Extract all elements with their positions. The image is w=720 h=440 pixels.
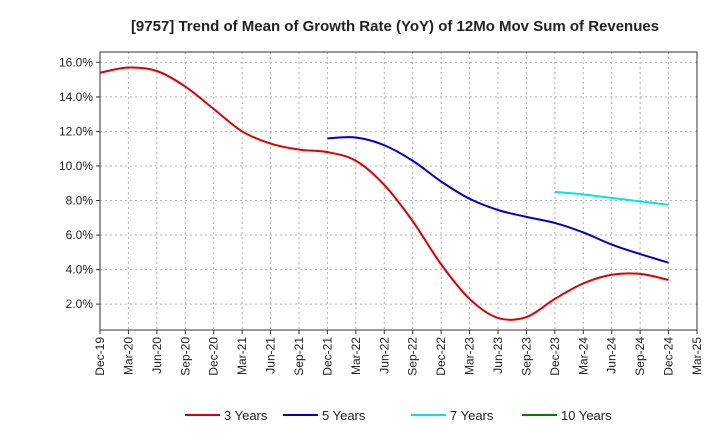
x-tick-label: Jun-20 bbox=[150, 337, 164, 374]
chart-title: [9757] Trend of Mean of Growth Rate (YoY… bbox=[131, 18, 659, 35]
series-lines bbox=[99, 66, 669, 321]
y-axis-ticks: 2.0% 4.0% 6.0% 8.0% 10.0% 12.0% 14.0% 16.0% bbox=[59, 55, 100, 311]
gridlines bbox=[100, 52, 697, 330]
x-tick-label: Jun-24 bbox=[605, 337, 619, 374]
y-tick-label: 4.0% bbox=[66, 263, 94, 277]
x-tick-label: Mar-22 bbox=[349, 337, 363, 375]
x-tick-label: Mar-21 bbox=[235, 337, 249, 375]
legend-label: 3 Years bbox=[224, 408, 268, 423]
y-tick-label: 6.0% bbox=[66, 228, 94, 242]
x-tick-label: Dec-23 bbox=[548, 337, 562, 376]
x-tick-label: Jun-21 bbox=[264, 337, 278, 374]
series-line-5-years bbox=[327, 136, 669, 264]
x-tick-label: Dec-24 bbox=[662, 337, 676, 376]
x-tick-label: Jun-22 bbox=[377, 337, 391, 374]
x-tick-label: Sep-22 bbox=[406, 337, 420, 376]
x-tick-label: Sep-24 bbox=[633, 337, 647, 376]
series-line-3-years bbox=[99, 66, 669, 321]
legend-label: 7 Years bbox=[450, 408, 494, 423]
series-line-7-years bbox=[554, 190, 669, 206]
x-tick-label: Mar-23 bbox=[463, 337, 477, 375]
x-tick-label: Mar-20 bbox=[121, 337, 135, 375]
x-tick-label: Sep-23 bbox=[519, 337, 533, 376]
y-tick-label: 14.0% bbox=[59, 90, 93, 104]
x-tick-label: Dec-20 bbox=[207, 337, 221, 376]
x-tick-label: Sep-20 bbox=[178, 337, 192, 376]
x-tick-label: Dec-21 bbox=[320, 337, 334, 376]
y-tick-label: 2.0% bbox=[66, 297, 94, 311]
x-tick-label: Sep-21 bbox=[292, 337, 306, 376]
x-axis-ticks: Dec-19 Mar-20 Jun-20 Sep-20 Dec-20 Mar-21 Jun-… bbox=[93, 330, 704, 376]
y-tick-label: 8.0% bbox=[66, 193, 94, 207]
y-tick-label: 12.0% bbox=[59, 124, 93, 138]
x-tick-label: Dec-19 bbox=[93, 337, 107, 376]
legend-label: 5 Years bbox=[322, 408, 366, 423]
x-tick-label: Mar-25 bbox=[690, 337, 704, 375]
legend-label: 10 Years bbox=[561, 408, 612, 423]
y-tick-label: 16.0% bbox=[59, 55, 93, 69]
x-tick-label: Mar-24 bbox=[576, 337, 590, 375]
legend: 3 Years 5 Years 7 Years 10 Years bbox=[185, 408, 612, 423]
x-tick-label: Jun-23 bbox=[491, 337, 505, 374]
plot-area-frame bbox=[99, 51, 698, 331]
x-tick-label: Dec-22 bbox=[434, 337, 448, 376]
y-tick-label: 10.0% bbox=[59, 159, 93, 173]
